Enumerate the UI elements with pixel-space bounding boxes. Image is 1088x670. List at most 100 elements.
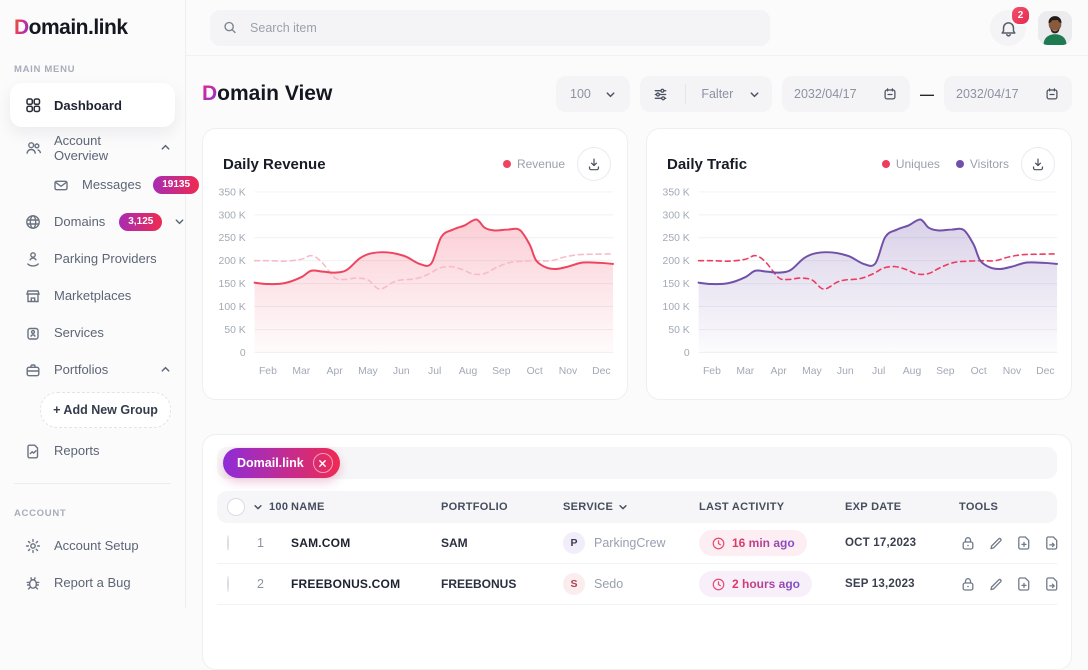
svg-text:Oct: Oct (527, 366, 543, 377)
chevron-down-icon (254, 505, 262, 510)
svg-text:0: 0 (684, 348, 690, 359)
page-title: Domain View (202, 82, 333, 105)
service-cell: P ParkingCrew (563, 532, 699, 554)
select-all-checkbox[interactable] (227, 498, 245, 516)
table-header-count[interactable]: 100 (251, 501, 291, 513)
portfolio-cell: SAM (441, 536, 468, 550)
file-export-icon[interactable] (1043, 534, 1061, 552)
legend-dot (881, 160, 890, 168)
domain-name-cell: SAM.COM (291, 536, 351, 550)
svg-text:200 K: 200 K (219, 256, 246, 267)
clock-icon (712, 537, 725, 549)
sidebar-item-domains[interactable]: Domains 3,125 (0, 203, 185, 240)
chevron-up-icon (161, 366, 170, 372)
add-new-group-button[interactable]: + Add New Group (40, 392, 171, 428)
sidebar-item-parking-providers[interactable]: Parking Providers (0, 240, 185, 277)
svg-text:Dec: Dec (1036, 366, 1054, 377)
svg-text:100 K: 100 K (663, 302, 690, 313)
filter-chip[interactable]: Domail.link (223, 448, 340, 478)
sidebar-item-label: Messages (82, 177, 142, 192)
lock-icon[interactable] (959, 534, 977, 552)
services-box-icon (27, 327, 39, 340)
date-to-value: 2032/04/17 (956, 87, 1019, 101)
sidebar-item-marketplaces[interactable]: Marketplaces (0, 277, 185, 314)
svg-text:250 K: 250 K (219, 233, 246, 244)
search-input[interactable] (248, 19, 758, 36)
legend-item: Visitors (955, 157, 1009, 171)
remove-filter-chip-button[interactable] (312, 453, 333, 473)
lock-icon[interactable] (959, 575, 977, 593)
messages-count-badge: 19135 (153, 175, 200, 194)
date-from-picker[interactable]: 2032/04/17 (782, 76, 910, 112)
charts-row: Daily Revenue Revenue 350 K 300 K 250 K 200… (202, 128, 1072, 400)
sidebar-section-account: ACCOUNT (14, 508, 67, 519)
download-chart-button[interactable] (577, 147, 611, 181)
sidebar-item-reports[interactable]: Reports (0, 432, 185, 469)
sidebar-divider (14, 483, 171, 484)
envelope-icon (54, 180, 68, 190)
user-avatar[interactable] (1038, 10, 1072, 45)
chevron-down-icon (750, 91, 759, 97)
sidebar-item-account-overview[interactable]: Account Overview (0, 129, 185, 166)
svg-text:Mar: Mar (736, 366, 754, 377)
sidebar-item-label: Marketplaces (54, 288, 132, 303)
main-area: 2 Domain View 100 (186, 0, 1088, 670)
table-header-row: 100 NAME PORTFOLIO SERVICE LAST ACTIVITY… (217, 491, 1057, 523)
svg-text:50 K: 50 K (224, 325, 245, 336)
sidebar-item-report-a-bug[interactable]: Report a Bug (0, 564, 185, 601)
chevron-down-icon (606, 91, 615, 97)
svg-text:Sep: Sep (492, 366, 511, 377)
sidebar-item-messages[interactable]: Messages 19135 (0, 166, 200, 203)
svg-text:350 K: 350 K (663, 187, 690, 198)
column-header-exp-date: EXP DATE (845, 501, 902, 513)
download-icon (1032, 158, 1044, 171)
svg-text:200 K: 200 K (663, 256, 690, 267)
date-from-value: 2032/04/17 (794, 87, 857, 101)
sidebar-item-dashboard[interactable]: Dashboard (10, 83, 175, 127)
date-to-picker[interactable]: 2032/04/17 (944, 76, 1072, 112)
notifications-button[interactable]: 2 (990, 4, 1031, 46)
sidebar-item-portfolios[interactable]: Portfolios (0, 351, 185, 388)
svg-text:Dec: Dec (592, 366, 610, 377)
search-icon (224, 21, 236, 34)
edit-pencil-icon[interactable] (987, 534, 1005, 552)
sidebar-section-main-menu: MAIN MENU (14, 64, 76, 75)
search-bar[interactable] (210, 9, 770, 46)
svg-text:May: May (802, 366, 822, 377)
date-range-separator: — (920, 86, 934, 102)
row-checkbox[interactable] (227, 535, 229, 551)
avatar-image (1038, 10, 1072, 45)
svg-text:150 K: 150 K (219, 279, 246, 290)
file-add-icon[interactable] (1015, 575, 1033, 593)
filter-dropdown[interactable]: Falter (640, 76, 772, 112)
portfolio-cell: FREEBONUS (441, 577, 517, 591)
tools-cell (959, 575, 1061, 593)
sidebar-item-label: Account Setup (54, 538, 139, 553)
people-icon (26, 141, 42, 154)
report-document-icon (27, 444, 39, 458)
page-size-dropdown[interactable]: 100 (556, 76, 630, 112)
close-icon (319, 459, 327, 467)
sidebar-item-label: Parking Providers (54, 251, 157, 266)
daily-trafic-card: Daily Trafic Uniques Visitors 350 K 300 K… (646, 128, 1072, 400)
download-chart-button[interactable] (1021, 147, 1055, 181)
legend-item: Uniques (881, 157, 940, 171)
row-checkbox[interactable] (227, 576, 229, 592)
table-row: 1 SAM.COM SAM P ParkingCrew 16 min ago O… (217, 523, 1058, 564)
sidebar-item-account-setup[interactable]: Account Setup (0, 527, 185, 564)
svg-text:Nov: Nov (559, 366, 578, 377)
page-title-gradient-letter: D (202, 82, 218, 105)
sidebar-item-services[interactable]: Services (0, 314, 185, 351)
gear-icon (25, 538, 41, 553)
chart-legend: Uniques Visitors (881, 157, 1009, 171)
edit-pencil-icon[interactable] (987, 575, 1005, 593)
exp-date-cell: OCT 17,2023 (845, 537, 917, 549)
svg-text:300 K: 300 K (663, 210, 690, 221)
svg-text:350 K: 350 K (219, 187, 246, 198)
column-header-service[interactable]: SERVICE (563, 501, 699, 513)
notification-count-badge: 2 (1010, 4, 1031, 26)
file-add-icon[interactable] (1015, 534, 1033, 552)
file-export-icon[interactable] (1043, 575, 1061, 593)
legend-item: Revenue (502, 157, 565, 171)
sidebar-item-label: Account Overview (54, 132, 109, 163)
